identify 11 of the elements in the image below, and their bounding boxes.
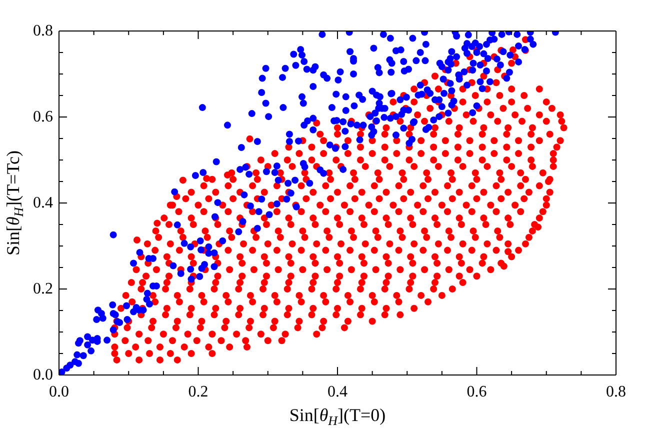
x-tick-label: 0.6 xyxy=(466,384,487,400)
x-tick-label: 0.2 xyxy=(188,384,208,400)
y-tick-label: 0.4 xyxy=(33,194,53,212)
y-tick-label: 0.8 xyxy=(33,22,53,40)
y-tick-label: 0.6 xyxy=(33,108,53,126)
x-tick-label: 0.4 xyxy=(328,384,348,400)
y-tick-label: 0.2 xyxy=(33,280,53,298)
x-tick-label: 0.8 xyxy=(606,384,626,400)
x-tick-label: 0.0 xyxy=(49,384,69,400)
x-axis-title: Sin[θ$_{H}$](T=0) xyxy=(288,405,387,428)
y-tick-label: 0.0 xyxy=(33,366,53,384)
